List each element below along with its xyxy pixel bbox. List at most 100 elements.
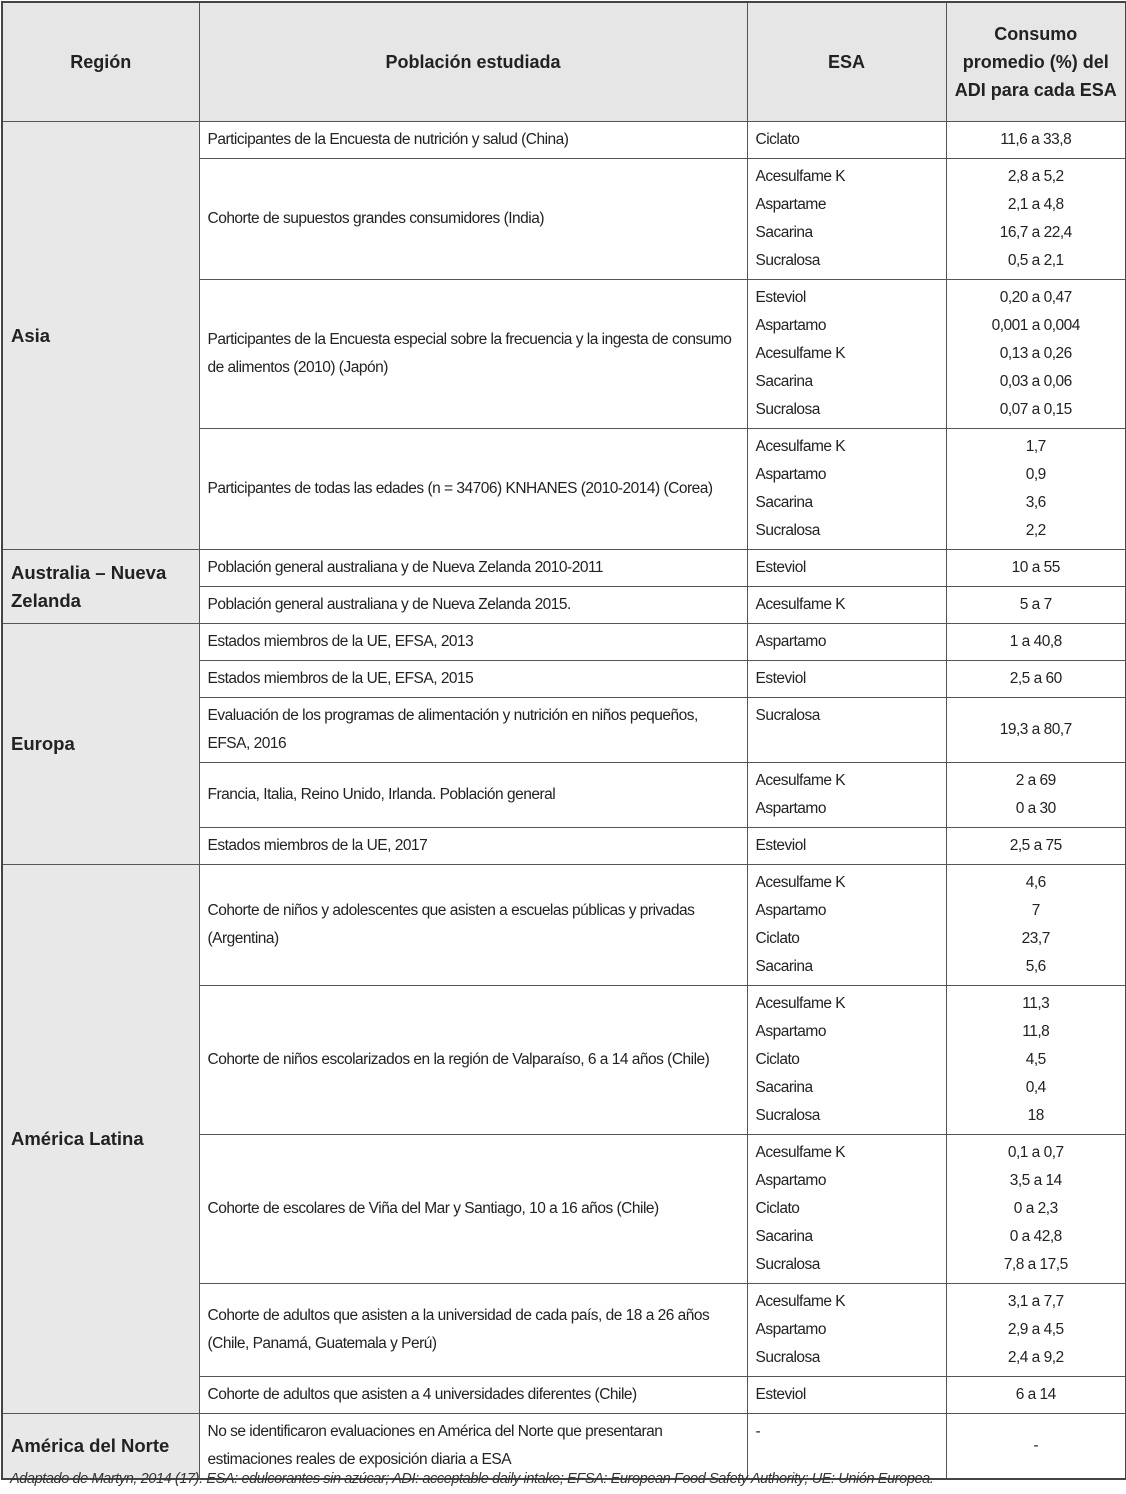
consumption-item: 0,5 a 2,1	[1007, 252, 1064, 269]
consumption-item: 0,1 a 0,7	[1007, 1144, 1064, 1161]
region-cell: América del Norte	[1, 1413, 200, 1480]
consumption-item: -	[1033, 1437, 1039, 1454]
consumption-item: 0,4	[1025, 1079, 1047, 1096]
population-cell: Cohorte de adultos que asisten a la univ…	[198, 1283, 748, 1377]
table-row: Evaluación de los programas de alimentac…	[2, 697, 1126, 763]
region-cell: Australia – Nueva Zelanda	[1, 549, 200, 624]
esa-item: Sacarina	[755, 958, 814, 975]
consumption-item: 2,5 a 60	[1009, 670, 1063, 687]
consumption-item: 3,1 a 7,7	[1007, 1293, 1064, 1310]
consumption-item: 2 a 69	[1015, 772, 1057, 789]
esa-cell: Aspartamo	[746, 623, 947, 661]
population-cell: Estados miembros de la UE, EFSA, 2013	[198, 623, 748, 661]
population-cell: Participantes de la Encuesta especial so…	[198, 279, 748, 429]
column-header: Consumo promedio (%) del ADI para cada E…	[945, 1, 1126, 122]
consumption-item: 0,03 a 0,06	[999, 373, 1073, 390]
table-row: Australia – Nueva Zelanda Población gener…	[1, 549, 1126, 624]
population-cell: Cohorte de niños escolarizados en la reg…	[198, 985, 748, 1135]
esa-cell: Acesulfame K Aspartamo Ciclato Sacarina Sucr…	[746, 1134, 947, 1284]
region-cell: Europa	[1, 623, 200, 865]
consumption-item: 11,8	[1022, 1023, 1050, 1040]
esa-item: Sacarina	[755, 224, 814, 241]
esa-item: Aspartame	[755, 196, 827, 213]
consumption-cell: 2,8 a 5,2 2,1 a 4,8 16,7 a 22,4 0,5 a 2,1	[945, 158, 1126, 280]
esa-item: Aspartamo	[755, 902, 827, 919]
esa-cell: Acesulfame K	[746, 586, 947, 624]
esa-cell: Ciclato	[746, 121, 947, 159]
consumption-item: 1 a 40,8	[1009, 633, 1063, 650]
esa-item: Acesulfame K	[755, 438, 846, 455]
consumption-item: 4,5	[1025, 1051, 1047, 1068]
consumption-cell: 0,1 a 0,7 3,5 a 14 0 a 2,3 0 a 42,8 7,8 a 17…	[945, 1134, 1126, 1284]
table-row: Francia, Italia, Reino Unido, Irlanda. P…	[2, 762, 1126, 828]
footnote: Adaptado de Martyn, 2014 (17). ESA: edul…	[10, 1471, 934, 1487]
esa-cell: -	[746, 1413, 947, 1480]
table-row: Cohorte de adultos que asisten a 4 unive…	[2, 1376, 1126, 1414]
esa-cell: Acesulfame K Aspartamo Ciclato Sacarina	[746, 864, 947, 986]
consumption-item: 0,20 a 0,47	[999, 289, 1073, 306]
esa-cell: Esteviol	[746, 827, 947, 865]
esa-item: Acesulfame K	[755, 345, 846, 362]
column-header: Población estudiada	[198, 1, 748, 122]
table-row: América del Norte No se identificaron eva…	[1, 1413, 1126, 1480]
population-cell: Evaluación de los programas de alimentac…	[198, 697, 748, 763]
consumption-item: 0,9	[1025, 466, 1047, 483]
esa-item: Aspartamo	[755, 317, 827, 334]
consumption-item: 3,6	[1025, 494, 1047, 511]
population-cell: Estados miembros de la UE, 2017	[198, 827, 748, 865]
esa-item: Sacarina	[755, 494, 814, 511]
population-cell: Población general australiana y de Nueva…	[198, 586, 748, 624]
region-cell: América Latina	[1, 864, 200, 1414]
consumption-item: 4,6	[1025, 874, 1047, 891]
population-cell: Participantes de todas las edades (n = 3…	[198, 428, 748, 550]
consumption-item: 0,13 a 0,26	[999, 345, 1073, 362]
consumption-item: 6 a 14	[1015, 1386, 1057, 1403]
consumption-cell: 11,3 11,8 4,5 0,4 18	[945, 985, 1126, 1135]
table-row: Cohorte de supuestos grandes consumidore…	[2, 158, 1126, 280]
consumption-cell: -	[945, 1413, 1126, 1480]
consumption-item: 0 a 30	[1015, 800, 1057, 817]
consumption-cell: 19,3 a 80,7	[945, 697, 1126, 763]
region-cell: Asia	[1, 121, 200, 550]
esa-cell: Acesulfame K Aspartamo Sucralosa	[746, 1283, 947, 1377]
table-row: Europa Estados miembros de la UE, EFSA, 2…	[1, 623, 1126, 865]
consumption-cell: 6 a 14	[945, 1376, 1126, 1414]
esa-item: Acesulfame K	[755, 1293, 846, 1310]
population-cell: Cohorte de adultos que asisten a 4 unive…	[198, 1376, 748, 1414]
esa-cell: Acesulfame K Aspartame Sacarina Sucralosa	[746, 158, 947, 280]
header-row: Región Población estudiada ESA Consumo prom…	[1, 1, 1126, 122]
esa-cell: Esteviol	[746, 549, 947, 587]
esa-item: Aspartamo	[755, 1172, 827, 1189]
esa-item: Acesulfame K	[755, 596, 846, 613]
esa-item: Sacarina	[755, 373, 814, 390]
population-cell: No se identificaron evaluaciones en Amér…	[198, 1413, 748, 1480]
esa-item: Esteviol	[755, 289, 807, 306]
consumption-item: 2,2	[1025, 522, 1047, 539]
esa-item: Aspartamo	[755, 800, 827, 817]
esa-item: Esteviol	[755, 1386, 807, 1403]
consumption-item: 0,07 a 0,15	[999, 401, 1073, 418]
population-cell: Participantes de la Encuesta de nutrició…	[198, 121, 748, 159]
consumption-item: 0,001 a 0,004	[991, 317, 1081, 334]
esa-item: Sucralosa	[755, 1349, 821, 1366]
consumption-item: 3,5 a 14	[1009, 1172, 1063, 1189]
esa-item: Acesulfame K	[755, 995, 846, 1012]
population-cell: Cohorte de escolares de Viña del Mar y S…	[198, 1134, 748, 1284]
esa-cell: Acesulfame K Aspartamo	[746, 762, 947, 828]
esa-item: -	[755, 1423, 761, 1440]
esa-item: Esteviol	[755, 670, 807, 687]
consumption-item: 10 a 55	[1011, 559, 1061, 576]
esa-cell: Esteviol	[746, 660, 947, 698]
consumption-cell: 2 a 69 0 a 30	[945, 762, 1126, 828]
consumption-item: 2,4 a 9,2	[1007, 1349, 1064, 1366]
consumption-item: 16,7 a 22,4	[999, 224, 1073, 241]
consumption-cell: 0,20 a 0,47 0,001 a 0,004 0,13 a 0,26 0,03 …	[945, 279, 1126, 429]
esa-item: Sucralosa	[755, 401, 821, 418]
consumption-cell: 11,6 a 33,8	[945, 121, 1126, 159]
esa-cell: Sucralosa	[746, 697, 947, 763]
consumption-item: 1,7	[1025, 438, 1047, 455]
esa-item: Aspartamo	[755, 633, 827, 650]
consumption-cell: 3,1 a 7,7 2,9 a 4,5 2,4 a 9,2	[945, 1283, 1126, 1377]
